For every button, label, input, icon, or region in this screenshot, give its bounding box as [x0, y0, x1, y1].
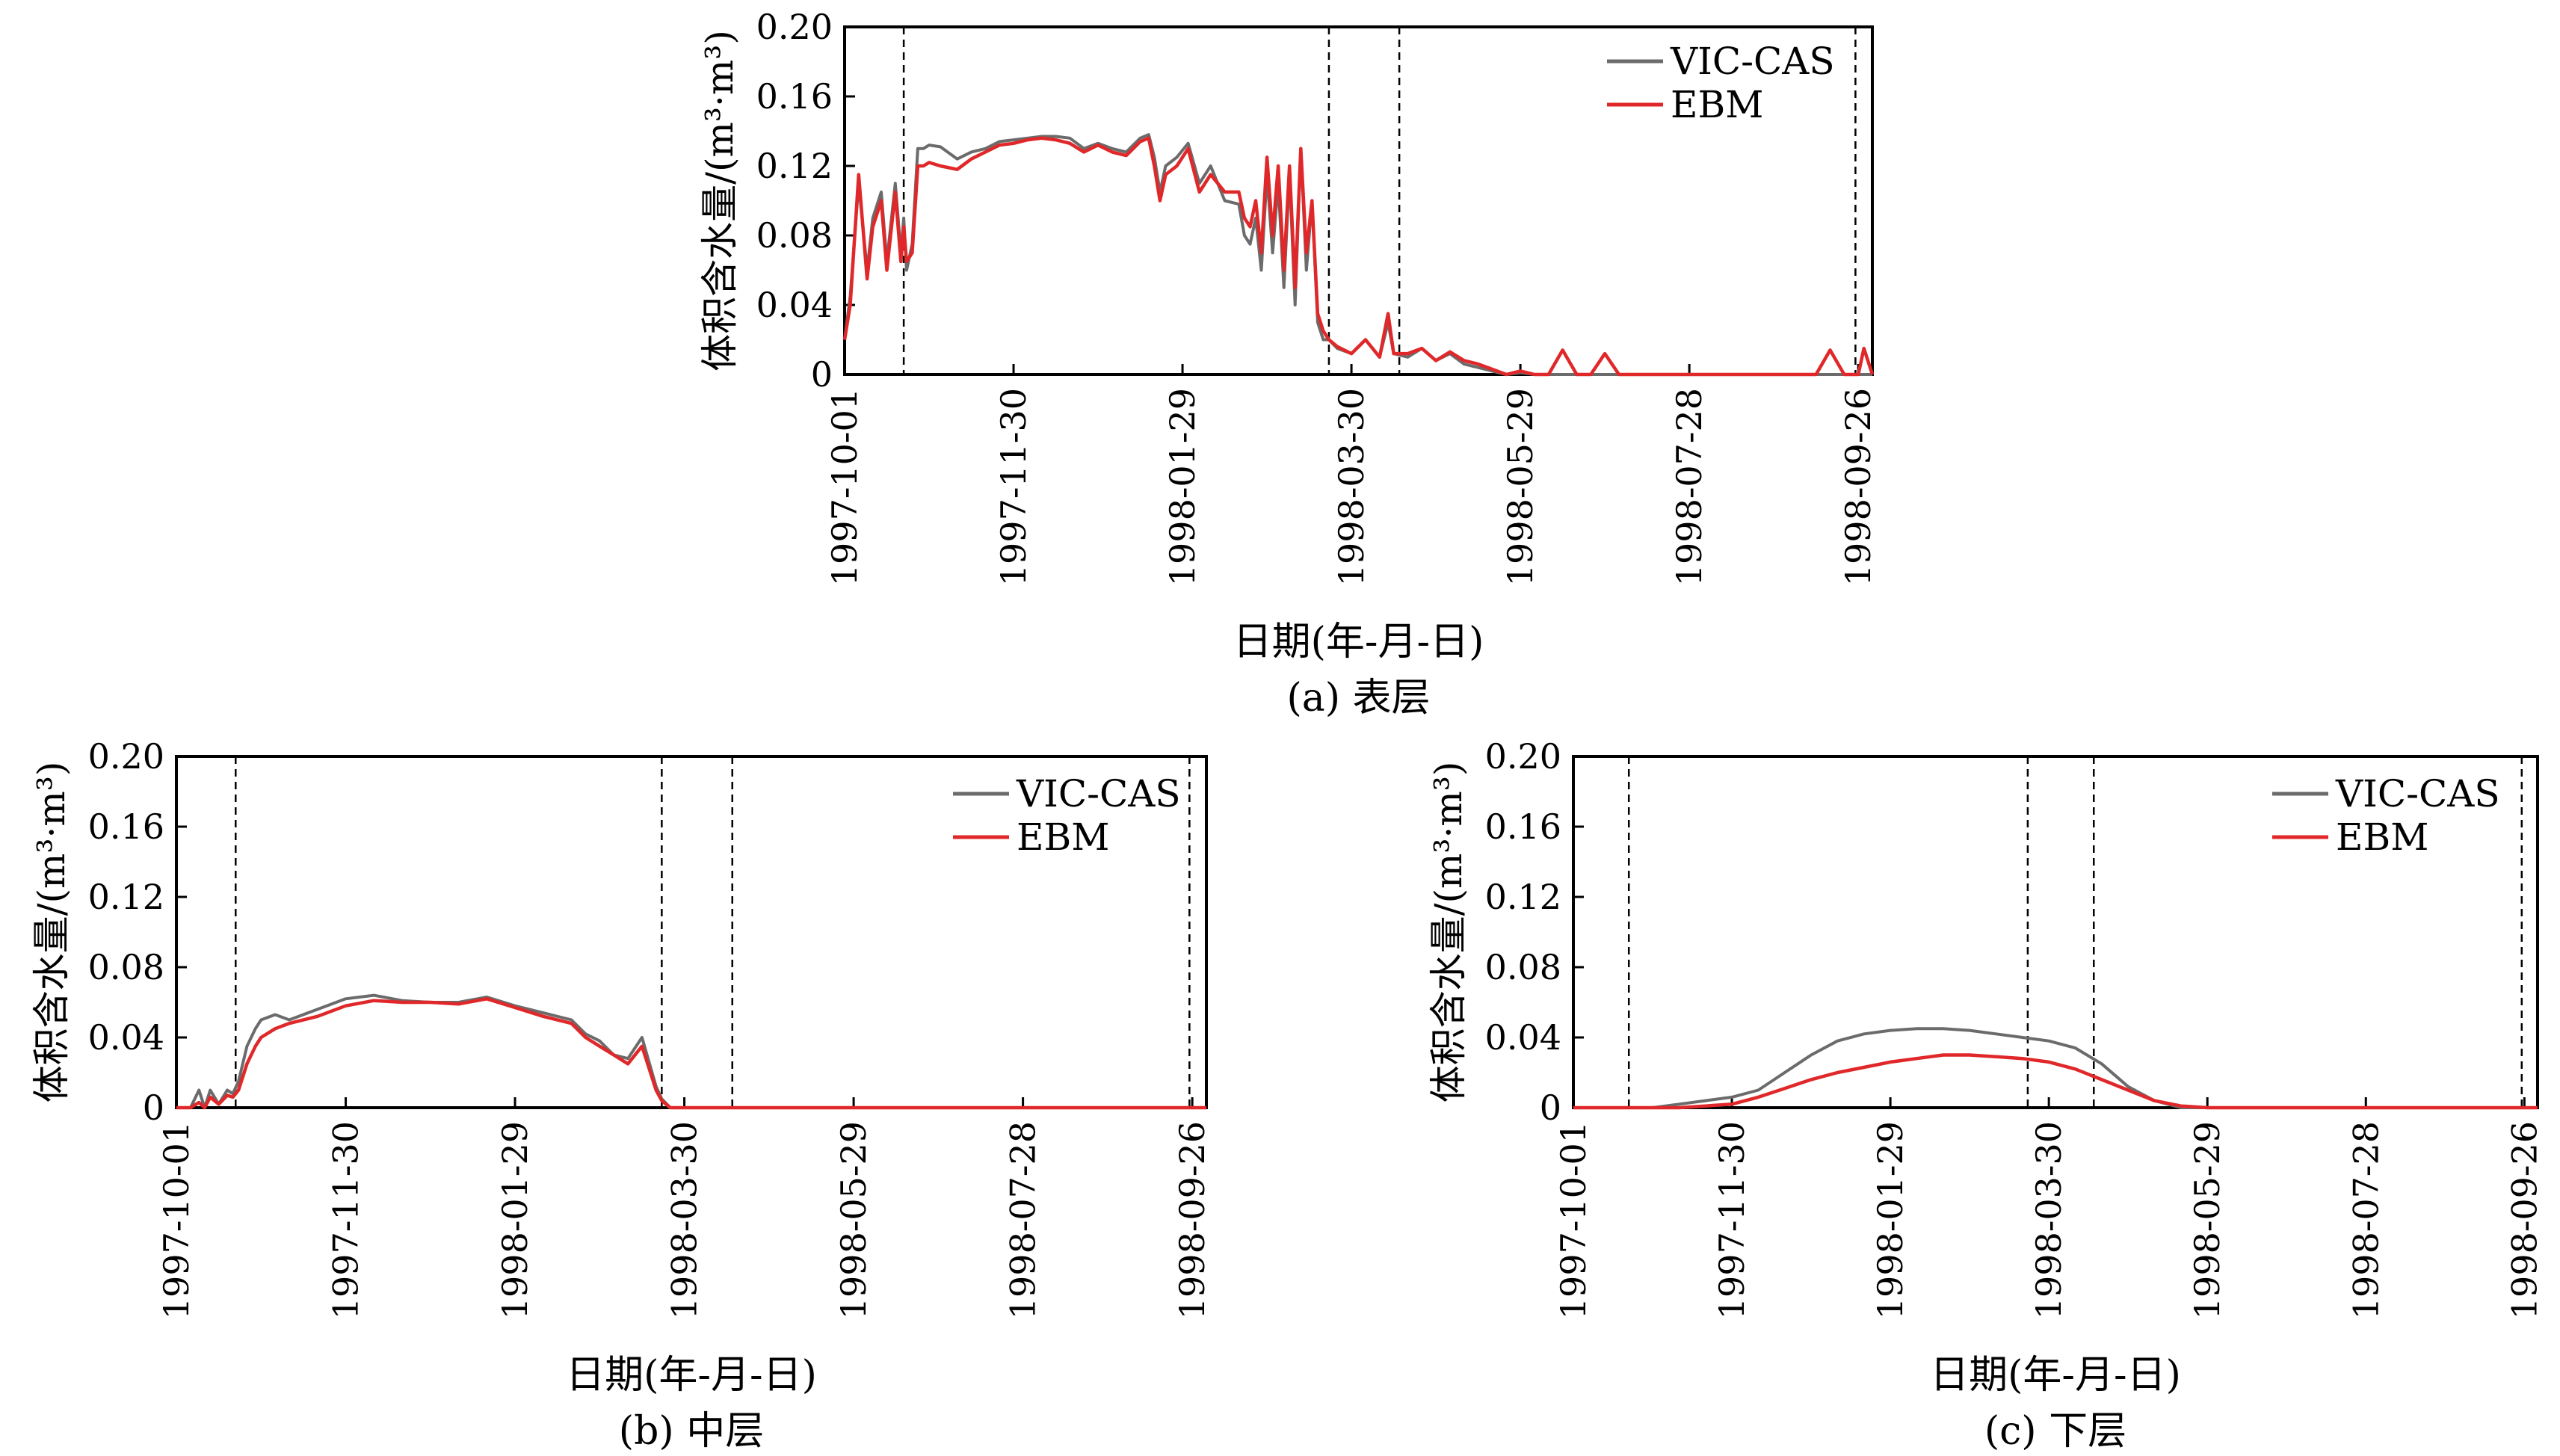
y-tick-label: 0.04	[88, 1017, 164, 1058]
x-tick-label: 1997-11-30	[993, 388, 1034, 586]
y-tick-label: 0.04	[756, 285, 833, 325]
legend-label: EBM	[1017, 815, 1109, 859]
legend-label: VIC-CAS	[1670, 40, 1835, 83]
x-tick-label: 1998-01-29	[1162, 388, 1203, 586]
chart-panel-c: 0 0.04 0.08 0.12 0.16 0.20 1997-10-01 1997-11-3…	[1427, 736, 2544, 1454]
x-tick-label: 1997-10-01	[1553, 1121, 1594, 1319]
legend-label: EBM	[1671, 83, 1763, 126]
panel-caption: (c) 下层	[1984, 1409, 2126, 1454]
y-tick-label: 0.16	[1485, 806, 1561, 847]
y-tick-label: 0	[1540, 1088, 1561, 1128]
x-axis-label: 日期(年-月-日)	[1233, 620, 1484, 664]
x-tick-label: 1998-05-29	[833, 1121, 874, 1319]
y-tick-label: 0	[143, 1088, 164, 1128]
x-tick-label: 1998-01-29	[495, 1121, 535, 1319]
x-tick-label: 1998-05-29	[1500, 388, 1540, 586]
panel-caption: (b) 中层	[619, 1409, 764, 1454]
y-tick-label: 0.04	[1485, 1017, 1561, 1058]
series-line-ebm	[1573, 1053, 2538, 1110]
y-tick-label: 0.12	[756, 146, 833, 186]
x-tick-label: 1998-03-30	[1331, 388, 1372, 586]
chart-panel-b: 0 0.04 0.08 0.12 0.16 0.20 1997-10-01 1997-11-3…	[30, 736, 1212, 1454]
y-tick-label: 0.08	[756, 215, 833, 256]
chart-panel-a: 0 0.04 0.08 0.12 0.16 0.20 1997-10-01 1997-11-3…	[698, 7, 1878, 721]
series-line-ebm	[842, 136, 1875, 377]
x-tick-label: 1997-10-01	[824, 388, 865, 586]
x-tick-label: 1998-09-26	[2504, 1121, 2544, 1319]
x-axis-label: 日期(年-月-日)	[566, 1353, 817, 1398]
x-tick-label: 1998-09-26	[1172, 1121, 1212, 1319]
y-axis-label: 体积含水量/(m³·m³)	[30, 762, 73, 1103]
x-tick-label: 1998-07-28	[1669, 388, 1709, 586]
y-tick-label: 0.08	[1485, 947, 1561, 987]
x-tick-label: 1997-10-01	[156, 1121, 197, 1319]
legend-label: VIC-CAS	[2335, 772, 2500, 815]
series-line-ebm	[176, 997, 1206, 1110]
plot-frame	[843, 25, 1874, 376]
legend-label: VIC-CAS	[1016, 772, 1181, 815]
x-tick-label: 1998-03-30	[2029, 1121, 2069, 1319]
x-tick-label: 1998-03-30	[664, 1121, 705, 1319]
y-tick-label: 0.12	[1485, 877, 1561, 917]
plot-frame	[1572, 755, 2539, 1109]
x-tick-label: 1997-11-30	[1712, 1121, 1752, 1319]
y-tick-label: 0.20	[756, 7, 833, 47]
y-tick-label: 0.20	[88, 736, 164, 777]
y-axis-label: 体积含水量/(m³·m³)	[1427, 762, 1470, 1103]
series-line-vic-cas	[1573, 1027, 2538, 1109]
x-tick-label: 1998-01-29	[1870, 1121, 1910, 1319]
panel-caption: (a) 表层	[1286, 676, 1430, 721]
x-tick-label: 1998-09-26	[1838, 388, 1878, 586]
y-tick-label: 0	[811, 354, 833, 395]
y-tick-label: 0.08	[88, 947, 164, 987]
x-tick-label: 1998-07-28	[1003, 1121, 1043, 1319]
y-tick-label: 0.16	[88, 806, 164, 847]
x-tick-label: 1998-07-28	[2345, 1121, 2386, 1319]
x-axis-label: 日期(年-月-日)	[1930, 1353, 2181, 1398]
y-tick-label: 0.16	[756, 76, 833, 117]
series-line-vic-cas	[843, 133, 1872, 376]
legend-label: EBM	[2336, 815, 2428, 859]
y-tick-label: 0.20	[1485, 736, 1561, 777]
x-tick-label: 1998-05-29	[2187, 1121, 2227, 1319]
x-tick-label: 1997-11-30	[326, 1121, 366, 1319]
y-axis-label: 体积含水量/(m³·m³)	[698, 30, 741, 371]
y-tick-label: 0.12	[88, 877, 164, 917]
